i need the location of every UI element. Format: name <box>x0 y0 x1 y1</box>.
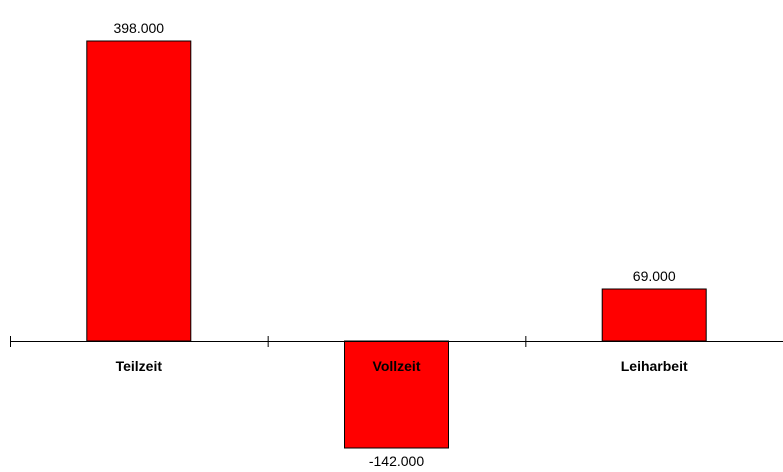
value-label-leiharbeit: 69.000 <box>633 268 676 284</box>
x-axis <box>10 336 783 347</box>
category-label-vollzeit: Vollzeit <box>373 358 421 374</box>
value-label-teilzeit: 398.000 <box>113 20 164 36</box>
bar-vollzeit <box>344 340 449 449</box>
bar-teilzeit <box>86 40 192 342</box>
bars-layer <box>86 40 707 449</box>
category-label-teilzeit: Teilzeit <box>116 358 163 374</box>
category-label-leiharbeit: Leiharbeit <box>621 358 688 374</box>
value-label-vollzeit: -142.000 <box>369 453 424 469</box>
bar-leiharbeit <box>601 288 707 342</box>
labels-layer: 398.000 Teilzeit -142.000 Vollzeit 69.000 Lei… <box>113 20 687 469</box>
